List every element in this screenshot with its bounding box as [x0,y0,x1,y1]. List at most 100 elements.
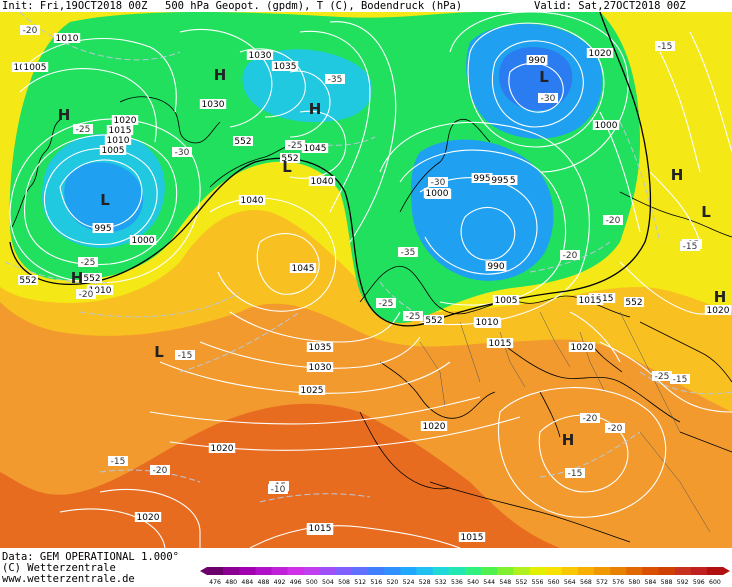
svg-text:-20: -20 [606,216,621,226]
temperature-label: -25 [376,298,396,309]
colorbar-tick-label: 588 [661,579,673,586]
svg-text:1035: 1035 [274,62,297,72]
high-pressure-marker: H [214,66,227,84]
colorbar-tick-label: 508 [338,579,350,586]
svg-text:-20: -20 [23,26,38,36]
colorbar-tick-label: 496 [290,579,302,586]
colorbar-swatch [706,567,724,575]
temperature-label: -30 [538,93,558,104]
temperature-label: -25 [73,124,93,135]
temperature-label: -15 [175,350,195,361]
colorbar-tick-label: 544 [483,579,495,586]
svg-text:552: 552 [83,274,100,284]
svg-text:1015: 1015 [579,296,602,306]
colorbar-swatch [432,567,450,575]
pressure-label: 1000 [592,120,620,131]
colorbar-tick-label: 576 [612,579,624,586]
colorbar-swatch [497,567,514,575]
colorbar-swatch [319,567,337,575]
colorbar-swatch [239,567,256,575]
colorbar-swatch [690,567,708,575]
temperature-label: -10 [268,484,288,495]
svg-text:1020: 1020 [707,306,730,316]
high-pressure-marker: H [58,106,71,124]
colorbar-tick-label: 500 [306,579,318,586]
colorbar-swatch [352,567,369,575]
low-pressure-marker: L [701,203,711,221]
geopotential-label: 552 [82,273,102,284]
high-pressure-marker: H [71,269,84,287]
svg-text:1005: 1005 [24,63,47,73]
svg-text:1010: 1010 [107,136,130,146]
colorbar-tick-label: 488 [258,579,270,586]
colorbar-swatch [529,567,546,575]
svg-text:-25: -25 [655,372,670,382]
svg-text:552: 552 [281,154,298,164]
pressure-label: 1000 [423,188,451,199]
website: www.wetterzentrale.de [2,573,135,585]
svg-text:1040: 1040 [311,177,334,187]
colorbar-tick-label: 536 [451,579,463,586]
temperature-label: -20 [76,289,96,300]
svg-text:-15: -15 [673,375,688,385]
svg-text:-25: -25 [406,312,421,322]
temperature-label: -25 [652,371,672,382]
pressure-label: 1020 [134,512,162,523]
colorbar-tick-label: 600 [709,579,721,586]
pressure-label: 1030 [306,362,334,373]
coastlines [11,96,732,543]
colorbar-tick-label: 564 [564,579,576,586]
svg-text:-30: -30 [541,94,556,104]
colorbar-tick-label: 584 [645,579,657,586]
temperature-label: -25 [403,311,423,322]
svg-text:-15: -15 [111,457,126,467]
svg-text:1005: 1005 [495,296,518,306]
pressure-label: 1030 [199,99,227,110]
svg-text:552: 552 [19,276,36,286]
svg-text:-10: -10 [271,485,286,495]
temperature-label: -25 [285,140,305,151]
pressure-label: 1010 [104,135,132,146]
colorbar-max-arrow [723,567,730,575]
fill-blue-left [64,162,144,233]
colorbar-swatch [400,567,417,575]
temperature-label: -15 [680,241,700,252]
pressure-label: 1035 [271,61,299,72]
low-pressure-marker: L [154,343,164,361]
svg-text:-15: -15 [178,351,193,361]
colorbar-swatch [368,567,385,575]
colorbar-tick-label: 516 [370,579,382,586]
pressure-label: 1015 [106,125,134,136]
colorbar-swatch [545,567,563,575]
product-title: 500 hPa Geopot. (gpdm), T (C), Bodendruc… [165,0,463,12]
svg-text:1020: 1020 [137,513,160,523]
pressure-label: 1020 [420,421,448,432]
pressure-label: 1040 [238,195,266,206]
colorbar-tick-label: 580 [628,579,640,586]
colorbar-swatch [561,567,579,575]
temperature-label: -35 [398,247,418,258]
colorbar-swatch [448,567,466,575]
colorbar-tick-label: 548 [499,579,511,586]
colorbar-tick-label: 492 [274,579,286,586]
colorbar-swatch [674,567,692,575]
colorbar-swatch [610,567,627,575]
colorbar-swatch [658,567,675,575]
colorbar-tick-label: 480 [225,579,237,586]
svg-text:-20: -20 [563,251,578,261]
svg-text:1010: 1010 [476,318,499,328]
colorbar-swatch [626,567,643,575]
pressure-label: 1020 [704,305,732,316]
pressure-label: 1015 [576,295,604,306]
colorbar-tick-label: 540 [467,579,479,586]
pressure-label: 995 [489,175,511,186]
svg-text:995: 995 [473,174,490,184]
high-pressure-marker: H [562,431,575,449]
svg-text:-20: -20 [608,424,623,434]
temperature-label: -20 [580,413,600,424]
pressure-label: 1010 [473,317,501,328]
colorbar-tick-label: 484 [241,579,253,586]
colorbar-swatch [513,567,530,575]
pressure-label: 1040 [308,176,336,187]
fill-blue-scandinavia [410,139,554,281]
